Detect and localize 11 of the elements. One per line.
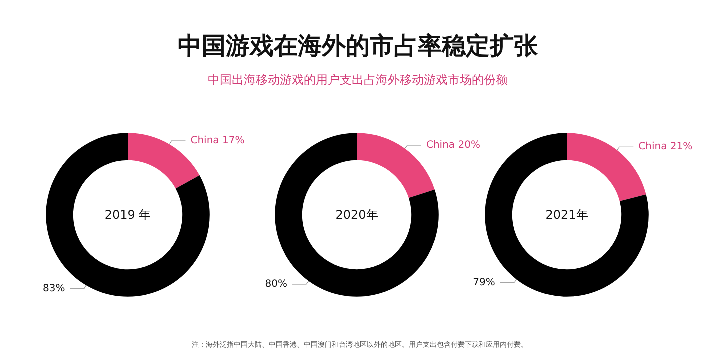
data-label: 83% xyxy=(43,283,66,294)
slice-label: China 20% xyxy=(426,140,480,152)
slice-label: China 17% xyxy=(190,136,245,147)
data-label: 80% xyxy=(265,278,288,290)
chart-subtitle: 中国出海移动游戏的用户支出占海外移动游戏市场的份额 xyxy=(207,72,509,89)
text: 2019 年 xyxy=(104,208,152,222)
slice-label: China 21% xyxy=(638,142,693,153)
data-label: 79% xyxy=(473,277,496,288)
text: 2020年 xyxy=(336,208,378,222)
chart-title: 中国游戏在海外的市占率稳定扩张 xyxy=(177,31,539,62)
text: 2021年 xyxy=(546,208,588,222)
